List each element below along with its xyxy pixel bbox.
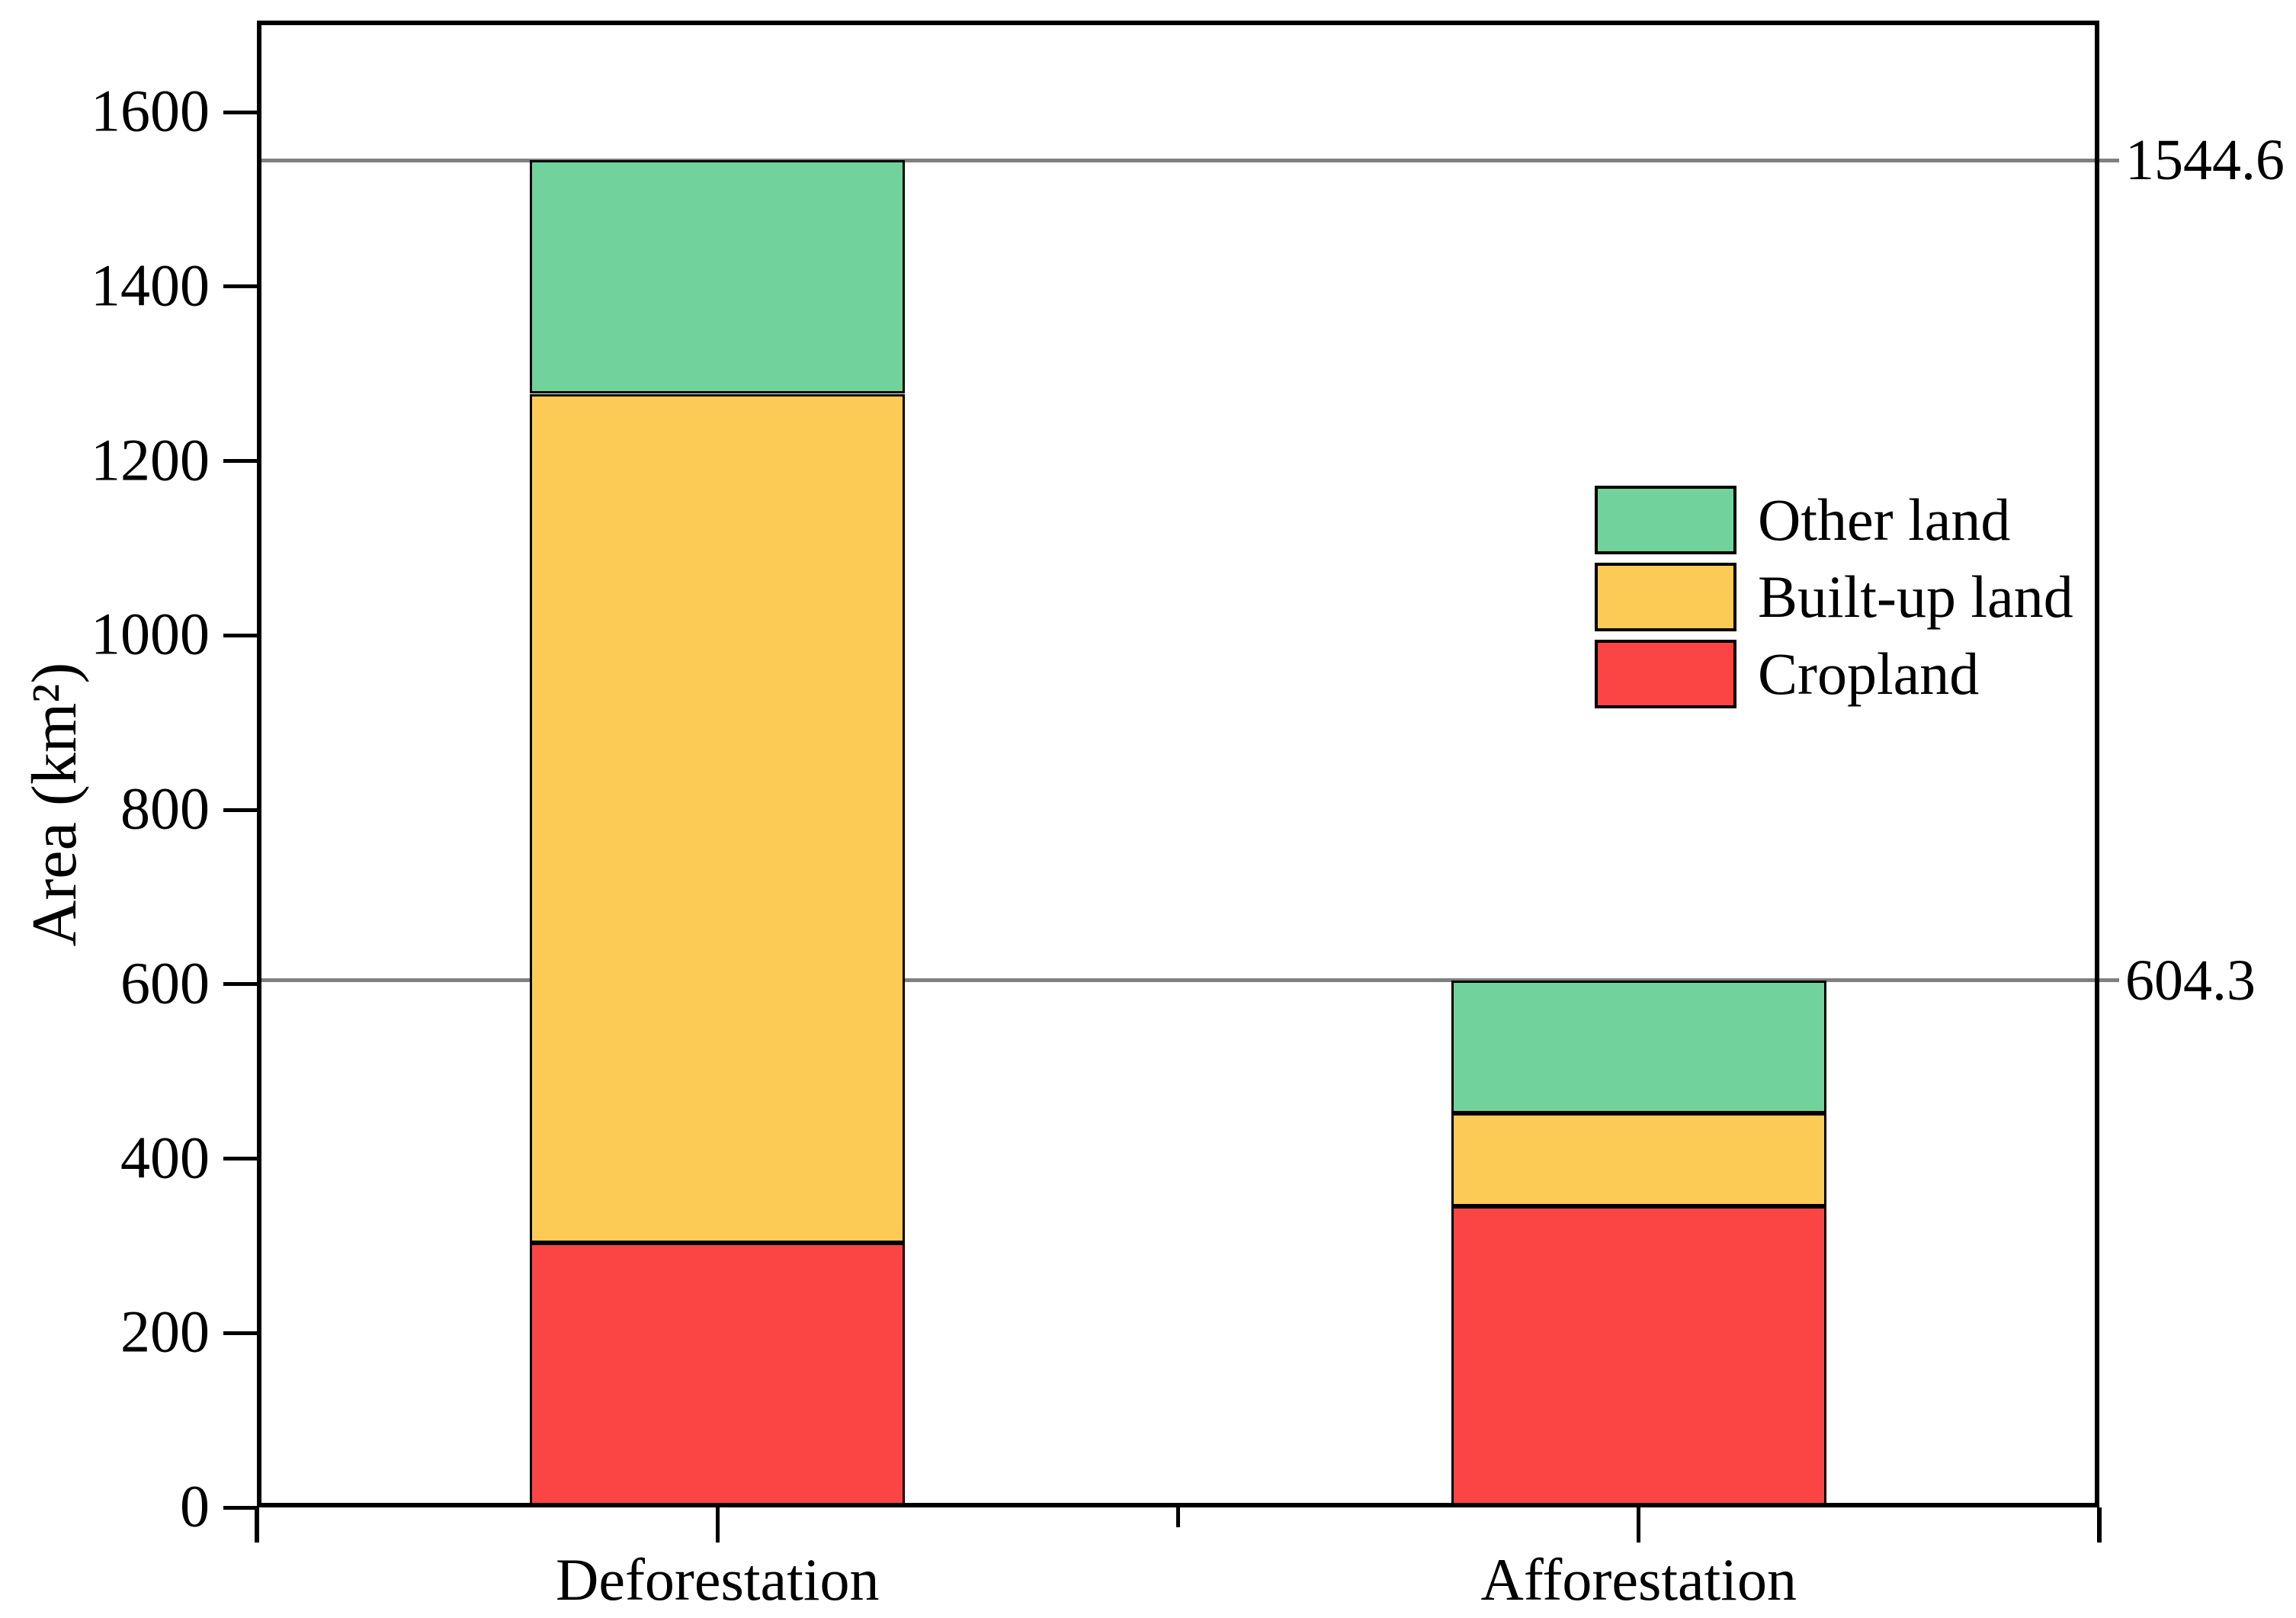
legend-label: Other land xyxy=(1758,486,2011,553)
y-axis-tick xyxy=(223,982,257,987)
y-axis-tick-label: 1600 xyxy=(91,77,210,144)
legend-label: Cropland xyxy=(1758,640,1980,707)
x-axis-minor-tick xyxy=(1176,1507,1180,1527)
x-axis-tick xyxy=(715,1507,720,1543)
x-axis-end-tick xyxy=(2097,1507,2102,1543)
legend-label: Built-up land xyxy=(1758,563,2073,630)
bar-segment-other-land xyxy=(530,160,906,394)
y-axis-tick-label: 800 xyxy=(120,775,210,842)
y-axis-tick xyxy=(223,110,257,114)
legend-swatch-built-up-land xyxy=(1595,563,1736,631)
legend: Other land Built-up land Cropland xyxy=(1595,486,2073,708)
y-axis-tick xyxy=(223,1331,257,1335)
plot-frame xyxy=(257,21,2099,1507)
y-axis-tick xyxy=(223,807,257,812)
y-axis-tick-label: 0 xyxy=(180,1472,210,1539)
bar-segment-other-land xyxy=(1451,980,1826,1114)
legend-item: Built-up land xyxy=(1595,563,2073,631)
y-axis-title-text: Area (km²) xyxy=(19,662,90,947)
plot-area: 0 200 400 600 800 1000 1200 1400 1600 1544.6 604.3… xyxy=(91,21,2285,1610)
y-axis-tick-label: 200 xyxy=(120,1298,210,1365)
y-axis-tick xyxy=(223,459,257,464)
y-axis-tick xyxy=(223,1157,257,1161)
x-axis-tick-label: Deforestation xyxy=(555,1546,880,1613)
x-axis-end-tick xyxy=(255,1507,259,1543)
y-axis-tick-label: 1000 xyxy=(91,600,210,667)
reference-line-label: 1544.6 xyxy=(2125,128,2285,193)
bar-segment-built-up-land xyxy=(530,393,906,1244)
reference-line xyxy=(257,158,2119,162)
x-axis-tick xyxy=(1637,1507,1641,1543)
reference-line xyxy=(257,978,2119,983)
x-axis-tick-label: Afforestation xyxy=(1480,1546,1797,1613)
legend-item: Other land xyxy=(1595,486,2073,554)
y-axis-tick xyxy=(223,1505,257,1510)
legend-swatch-cropland xyxy=(1595,640,1736,708)
y-axis-tick-label: 1200 xyxy=(91,426,210,493)
reference-line-label: 604.3 xyxy=(2125,948,2256,1013)
y-axis-title: Area (km²) xyxy=(19,663,90,947)
legend-item: Cropland xyxy=(1595,640,2073,708)
legend-swatch-other-land xyxy=(1595,486,1736,554)
y-axis-tick xyxy=(223,284,257,289)
bar-segment-built-up-land xyxy=(1451,1113,1826,1207)
y-axis-tick-label: 600 xyxy=(120,949,210,1016)
y-axis-tick-label: 400 xyxy=(120,1123,210,1190)
y-axis-tick-label: 1400 xyxy=(91,252,210,319)
y-axis-tick xyxy=(223,633,257,637)
